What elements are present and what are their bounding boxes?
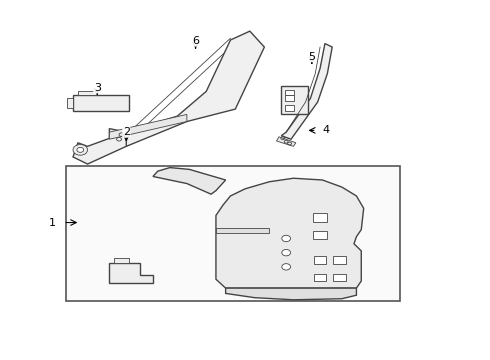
Polygon shape <box>276 137 296 146</box>
Circle shape <box>282 235 291 242</box>
Polygon shape <box>67 98 73 108</box>
Bar <box>281 86 308 114</box>
Bar <box>313 230 327 239</box>
Bar <box>285 104 294 111</box>
Bar <box>333 256 345 264</box>
Polygon shape <box>114 258 129 263</box>
Bar <box>314 256 326 264</box>
Bar <box>314 274 326 282</box>
Bar <box>333 274 345 282</box>
Circle shape <box>282 249 291 256</box>
Bar <box>66 166 400 301</box>
Polygon shape <box>109 263 153 283</box>
Polygon shape <box>153 168 225 194</box>
Polygon shape <box>73 132 126 164</box>
Text: 4: 4 <box>323 125 330 135</box>
Polygon shape <box>109 31 265 146</box>
Circle shape <box>73 145 88 155</box>
Polygon shape <box>109 114 187 139</box>
Polygon shape <box>281 44 332 139</box>
Text: 1: 1 <box>49 217 56 228</box>
Circle shape <box>77 147 84 152</box>
Text: 3: 3 <box>94 83 101 93</box>
Polygon shape <box>78 91 97 95</box>
Text: 6: 6 <box>192 36 199 46</box>
Bar <box>73 95 129 111</box>
Polygon shape <box>216 178 364 288</box>
Text: 5: 5 <box>308 51 316 62</box>
Polygon shape <box>216 228 269 233</box>
Circle shape <box>282 264 291 270</box>
Bar <box>313 213 327 222</box>
Text: 2: 2 <box>123 127 130 137</box>
Bar <box>285 95 294 101</box>
Bar <box>285 90 294 95</box>
Polygon shape <box>225 288 356 300</box>
